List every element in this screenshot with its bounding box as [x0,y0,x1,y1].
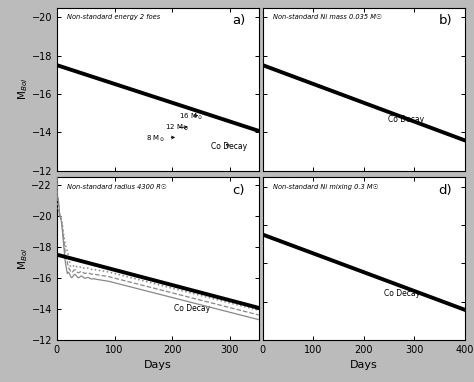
Text: b): b) [438,14,452,27]
Y-axis label: M$_{Bol}$: M$_{Bol}$ [16,78,30,100]
Text: Co Decay: Co Decay [384,289,420,298]
X-axis label: Days: Days [144,360,172,371]
Text: 12 M$_\odot$: 12 M$_\odot$ [164,123,189,133]
Text: Non-standard energy 2 foes: Non-standard energy 2 foes [67,14,160,20]
Text: c): c) [232,184,245,197]
Text: 8 M$_\odot$: 8 M$_\odot$ [146,134,174,144]
X-axis label: Days: Days [350,360,377,371]
Text: d): d) [438,184,452,197]
Text: Non-standard Ni mass 0.035 M☉: Non-standard Ni mass 0.035 M☉ [273,14,382,20]
Text: Co Decay: Co Decay [388,115,424,124]
Y-axis label: M$_{Bol}$: M$_{Bol}$ [16,247,30,270]
Text: 16 M$_\odot$: 16 M$_\odot$ [179,112,203,121]
Text: a): a) [232,14,246,27]
Text: Co Decay: Co Decay [211,142,247,152]
Text: Non-standard Ni mixing 0.3 M☉: Non-standard Ni mixing 0.3 M☉ [273,184,378,190]
Text: Non-standard radius 4300 R☉: Non-standard radius 4300 R☉ [67,184,167,189]
Text: Co Decay: Co Decay [174,304,210,312]
